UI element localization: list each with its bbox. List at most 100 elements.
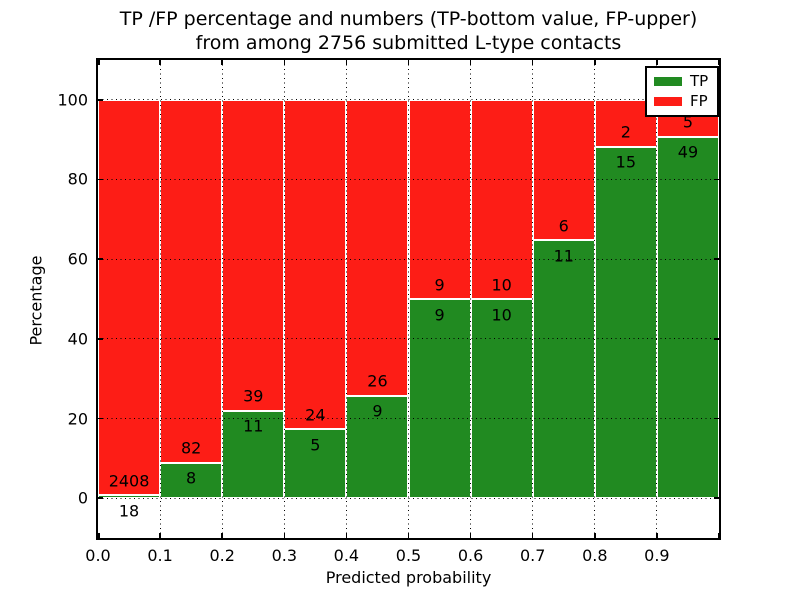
fp-count-label: 2408: [108, 471, 150, 491]
fp-count-label: 2: [620, 122, 631, 142]
chart-title-line1: TP /FP percentage and numbers (TP-bottom…: [119, 8, 698, 30]
bar-0.8-0.9: [594, 99, 657, 499]
x-tick-mark-top: [159, 60, 161, 65]
tp-segment: [160, 462, 223, 499]
x-tick-mark: [656, 533, 658, 538]
x-tick-label: 0.8: [582, 546, 608, 565]
fp-segment: [470, 99, 533, 299]
fp-count-label: 9: [434, 275, 445, 294]
v-gridline: [594, 60, 596, 538]
fp-segment: [346, 99, 409, 396]
chart-title: TP /FP percentage and numbers (TP-bottom…: [98, 7, 719, 55]
v-gridline: [470, 60, 472, 538]
y-tick-mark: [98, 99, 103, 101]
tp-count-label: 8: [186, 468, 197, 488]
x-tick-mark: [594, 533, 596, 538]
x-tick-label: 0.9: [644, 546, 670, 565]
legend-label-tp: TP: [690, 71, 709, 90]
fp-count-label: 5: [682, 112, 694, 132]
tp-segment: [222, 410, 285, 499]
tp-segment: [346, 395, 409, 499]
bar-0.4-0.5: [346, 99, 409, 499]
y-tick-label: 40: [67, 329, 88, 349]
fp-count-label: 6: [558, 216, 569, 236]
x-tick-mark-top: [407, 60, 410, 65]
tp-count-label: 49: [677, 142, 699, 162]
legend-item-tp: TP: [647, 71, 717, 90]
x-tick-mark-top: [345, 60, 348, 65]
v-gridline: [283, 60, 285, 538]
fp-count-label: 82: [180, 438, 202, 458]
fp-count-label: 26: [367, 371, 388, 391]
x-axis-label: Predicted probability: [325, 568, 492, 587]
tp-segment: [470, 299, 533, 499]
x-tick-label: 0.3: [271, 546, 298, 565]
bar-0.1-0.2: [160, 99, 223, 499]
fp-segment: [160, 99, 223, 463]
tp-segment: [594, 146, 657, 499]
y-tick-mark: [98, 417, 103, 420]
tp-count-label: 9: [434, 305, 445, 324]
x-tick-mark-top: [717, 60, 719, 65]
x-tick-mark: [531, 533, 534, 538]
tp-count-label: 15: [615, 152, 637, 172]
y-tick-label: 0: [77, 488, 88, 508]
bar-0.6-0.7: [470, 99, 533, 499]
x-tick-mark: [345, 533, 348, 538]
tp-count-label: 9: [372, 401, 383, 421]
x-tick-label: 0.4: [333, 546, 360, 565]
x-tick-mark-top: [283, 60, 286, 65]
y-tick-mark: [98, 178, 103, 181]
tp-count-label: 10: [491, 305, 512, 324]
fp-segment: [222, 99, 285, 411]
bar-0.0-0.1: [98, 99, 161, 499]
y-tick-mark: [98, 497, 103, 499]
x-tick-label: 0.7: [519, 546, 546, 565]
y-tick-mark-right: [714, 338, 719, 340]
v-gridline: [221, 60, 223, 538]
x-tick-label: 0.6: [457, 546, 484, 565]
x-tick-mark-top: [656, 60, 658, 65]
y-tick-mark-right: [714, 178, 719, 181]
legend-label-fp: FP: [690, 92, 708, 111]
x-tick-mark: [717, 533, 719, 538]
y-tick-mark-right: [714, 258, 719, 260]
x-tick-mark-top: [221, 60, 223, 65]
y-tick-mark: [98, 258, 103, 260]
v-gridline: [345, 60, 347, 538]
bar-0.7-0.8: [532, 99, 595, 499]
x-tick-mark-top: [98, 60, 100, 65]
fp-count-label: 24: [305, 405, 326, 425]
tp-segment: [408, 299, 471, 499]
tp-swatch-icon: [654, 76, 682, 86]
x-tick-label: 0.1: [147, 546, 173, 565]
x-tick-mark-top: [594, 60, 596, 65]
x-tick-mark: [283, 533, 286, 538]
plot-area: 2408 18 82 8 39 11 24 5 26 9 9 9 10 10 6 11 2 15 5 49: [96, 58, 721, 540]
y-axis-label: Percentage: [26, 255, 46, 346]
y-tick-label: 100: [57, 90, 88, 110]
tp-count-label: 11: [243, 416, 264, 436]
tp-count-label: 18: [118, 501, 140, 521]
y-tick-mark: [98, 338, 103, 340]
x-tick-mark: [469, 533, 472, 538]
tp-count-label: 5: [310, 435, 321, 455]
y-tick-mark-right: [714, 497, 719, 499]
chart-title-line2: from among 2756 submitted L-type contact…: [195, 32, 622, 54]
v-gridline: [656, 60, 658, 538]
fp-segment: [284, 99, 347, 430]
x-tick-mark-top: [469, 60, 472, 65]
fp-swatch-icon: [654, 97, 682, 107]
y-tick-label: 20: [67, 409, 88, 428]
x-tick-label: 0.0: [85, 546, 111, 565]
x-tick-mark-top: [531, 60, 534, 65]
fp-segment: [408, 99, 471, 299]
tp-segment: [532, 240, 595, 499]
tp-count-label: 11: [553, 246, 574, 266]
fp-segment: [98, 99, 161, 496]
v-gridline: [159, 60, 161, 538]
x-tick-mark: [159, 533, 161, 538]
legend-item-fp: FP: [647, 94, 717, 109]
fp-count-label: 10: [491, 275, 512, 294]
y-tick-mark-right: [714, 417, 719, 420]
